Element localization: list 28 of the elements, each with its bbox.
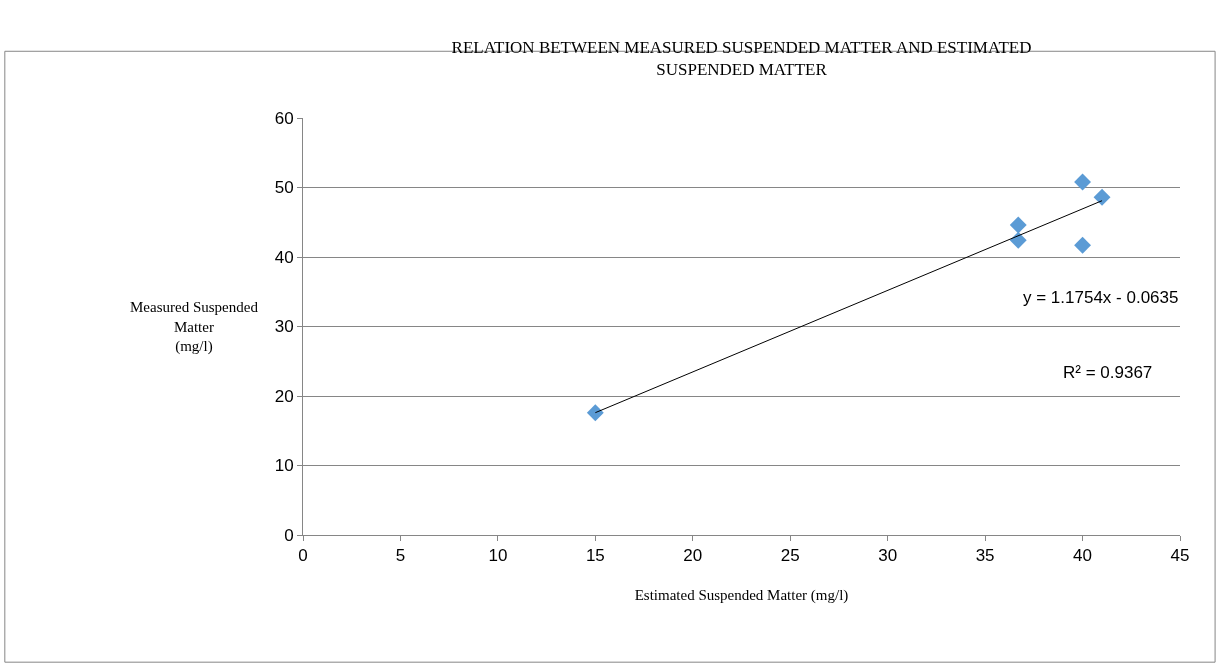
y-tick-label: 40 [274, 247, 294, 267]
point [1074, 236, 1092, 254]
x-tick-label: 40 [1073, 546, 1093, 566]
annotation: R² = 0.9367 [1063, 363, 1153, 382]
point [1009, 216, 1027, 234]
x-tick-label: 20 [683, 546, 703, 566]
y-axis-title: Measured Suspended Matter (mg/l) [130, 299, 259, 355]
x-tick-label: 30 [878, 546, 898, 566]
x-axis-title: Estimated Suspended Matter (mg/l) [634, 587, 849, 605]
y-tick-label: 50 [274, 178, 294, 198]
y-tick-label: 30 [274, 317, 294, 337]
point [1093, 188, 1111, 206]
y-tick-label: 10 [274, 456, 294, 476]
point [586, 404, 604, 422]
y-tick-label: 60 [274, 108, 294, 128]
x-tick-label: 5 [395, 546, 406, 566]
x-tick-label: 25 [780, 546, 800, 566]
x-tick-label: 35 [975, 546, 995, 566]
x-tick-label: 45 [1170, 546, 1190, 566]
x-tick-label: 0 [298, 546, 308, 566]
y-tick-label: 20 [274, 386, 294, 406]
chart-title: RELATION BETWEEN MEASURED SUSPENDED MATTER AND ESTIMATED SUSPENDED MATTER [451, 38, 1032, 80]
y-tick-label: 0 [284, 525, 294, 545]
annotation: y = 1.1754x - 0.0635 [1023, 288, 1179, 307]
x-tick-label: 10 [488, 546, 508, 566]
point [1074, 173, 1092, 191]
x-tick-label: 15 [585, 546, 605, 566]
point [1009, 231, 1027, 249]
